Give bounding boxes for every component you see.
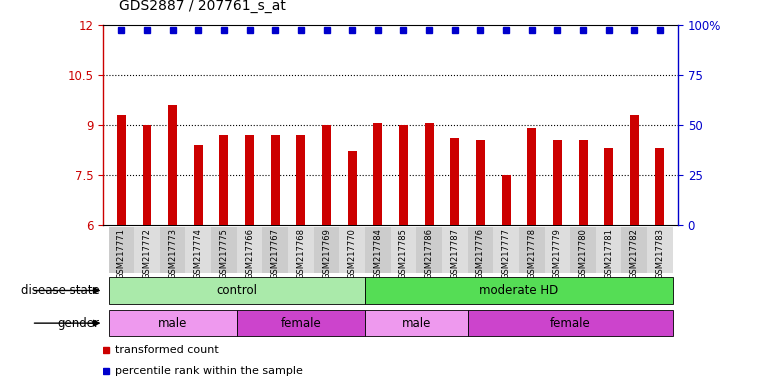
Bar xyxy=(621,227,647,273)
Bar xyxy=(399,125,408,225)
Text: GSM217766: GSM217766 xyxy=(245,228,254,279)
Text: GSM217772: GSM217772 xyxy=(142,228,152,279)
Bar xyxy=(237,310,365,336)
Text: control: control xyxy=(216,284,257,297)
Text: gender: gender xyxy=(57,317,100,329)
Text: GSM217784: GSM217784 xyxy=(373,228,382,279)
Bar xyxy=(442,227,467,273)
Bar xyxy=(493,227,519,273)
Text: male: male xyxy=(158,317,188,329)
Text: GSM217781: GSM217781 xyxy=(604,228,613,279)
Text: GSM217782: GSM217782 xyxy=(630,228,639,279)
Bar xyxy=(365,227,391,273)
Bar xyxy=(288,227,314,273)
Text: GSM217767: GSM217767 xyxy=(270,228,280,279)
Text: GSM217786: GSM217786 xyxy=(424,228,434,279)
Text: GSM217768: GSM217768 xyxy=(296,228,306,279)
Bar xyxy=(270,135,280,225)
Bar xyxy=(647,227,673,273)
Text: GSM217769: GSM217769 xyxy=(322,228,331,279)
Bar xyxy=(109,227,134,273)
Bar xyxy=(373,123,382,225)
Bar xyxy=(424,123,434,225)
Text: GSM217771: GSM217771 xyxy=(117,228,126,279)
Bar xyxy=(545,227,570,273)
Bar xyxy=(117,115,126,225)
Text: GSM217787: GSM217787 xyxy=(450,228,460,279)
Text: percentile rank within the sample: percentile rank within the sample xyxy=(115,366,303,376)
Bar xyxy=(142,125,152,225)
Text: GSM217774: GSM217774 xyxy=(194,228,203,279)
Bar xyxy=(245,135,254,225)
Bar xyxy=(220,135,228,225)
Text: GSM217785: GSM217785 xyxy=(399,228,408,279)
Text: GSM217776: GSM217776 xyxy=(476,228,485,279)
Bar xyxy=(450,138,460,225)
Bar xyxy=(365,277,673,304)
Text: transformed count: transformed count xyxy=(115,345,218,356)
Bar xyxy=(656,148,664,225)
Bar xyxy=(185,227,211,273)
Text: GSM217775: GSM217775 xyxy=(219,228,228,279)
Text: GSM217783: GSM217783 xyxy=(656,228,664,279)
Bar xyxy=(296,135,306,225)
Bar xyxy=(160,227,185,273)
Bar xyxy=(263,227,288,273)
Text: GSM217773: GSM217773 xyxy=(169,228,177,279)
Bar xyxy=(553,140,561,225)
Bar xyxy=(570,227,596,273)
Text: moderate HD: moderate HD xyxy=(480,284,558,297)
Bar xyxy=(604,148,613,225)
Bar xyxy=(211,227,237,273)
Text: GSM217777: GSM217777 xyxy=(502,228,511,279)
Text: GSM217780: GSM217780 xyxy=(578,228,588,279)
Bar xyxy=(467,227,493,273)
Bar xyxy=(578,140,588,225)
Bar xyxy=(339,227,365,273)
Text: GSM217779: GSM217779 xyxy=(553,228,562,279)
Bar xyxy=(365,310,467,336)
Bar xyxy=(467,310,673,336)
Text: female: female xyxy=(550,317,591,329)
Bar xyxy=(348,151,357,225)
Bar xyxy=(416,227,442,273)
Bar xyxy=(630,115,639,225)
Text: GSM217770: GSM217770 xyxy=(348,228,357,279)
Bar xyxy=(391,227,416,273)
Bar xyxy=(169,105,177,225)
Bar xyxy=(134,227,160,273)
Bar xyxy=(476,140,485,225)
Text: male: male xyxy=(401,317,431,329)
Bar xyxy=(519,227,545,273)
Bar xyxy=(527,128,536,225)
Text: female: female xyxy=(280,317,321,329)
Bar xyxy=(194,145,203,225)
Bar xyxy=(109,277,365,304)
Bar xyxy=(314,227,339,273)
Bar xyxy=(322,125,331,225)
Text: disease state: disease state xyxy=(21,284,100,297)
Bar xyxy=(596,227,621,273)
Text: GDS2887 / 207761_s_at: GDS2887 / 207761_s_at xyxy=(119,0,286,13)
Text: GSM217778: GSM217778 xyxy=(527,228,536,279)
Bar xyxy=(502,175,511,225)
Bar xyxy=(109,310,237,336)
Bar xyxy=(237,227,263,273)
